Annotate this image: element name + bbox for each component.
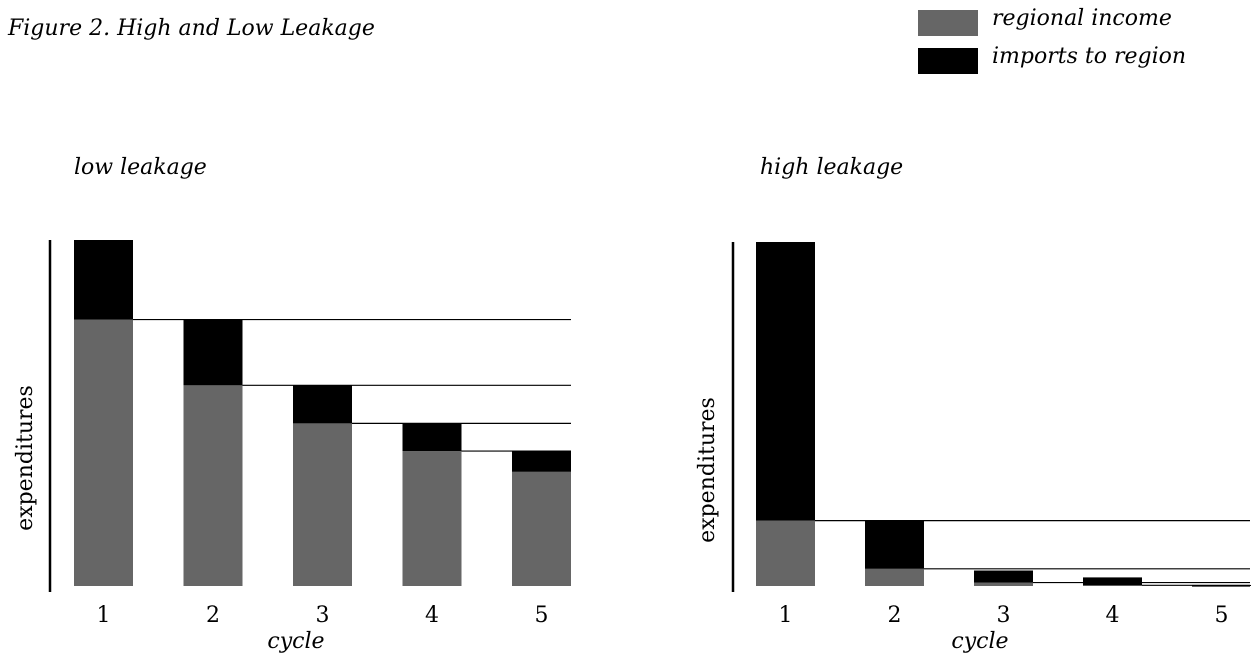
bar-low-1-regional-income (74, 319, 133, 586)
legend-swatch-regional-income (918, 10, 978, 36)
bar-low-5-regional-income (512, 471, 571, 586)
x-tick-low-1: 1 (97, 603, 111, 628)
bar-low-2-imports (183, 319, 243, 386)
y-axis-label-high: expenditures (695, 397, 720, 543)
bar-low-5-imports (512, 451, 571, 472)
bar-low-4-imports (402, 423, 462, 452)
figure-title: Figure 2. High and Low Leakage (8, 16, 375, 41)
bar-high-2-regional-income (865, 568, 924, 586)
x-tick-high-2: 2 (888, 603, 902, 628)
bar-low-4-regional-income (402, 451, 462, 586)
y-axis-label-low: expenditures (13, 385, 38, 531)
x-tick-low-5: 5 (535, 603, 549, 628)
x-tick-high-4: 4 (1106, 603, 1120, 628)
x-axis-label-low: cycle (267, 629, 324, 654)
x-tick-low-4: 4 (425, 603, 439, 628)
x-axis-label-high: cycle (951, 629, 1008, 654)
bar-high-4-regional-income (1083, 585, 1142, 586)
bar-high-3-imports (974, 570, 1033, 583)
chart-title-high: high leakage (760, 155, 903, 180)
bar-high-4-imports (1083, 577, 1142, 586)
bar-high-1-imports (756, 242, 815, 521)
legend-label-imports: imports to region (992, 44, 1187, 69)
bar-high-3-regional-income (974, 582, 1033, 586)
x-tick-high-1: 1 (779, 603, 793, 628)
bar-low-3-regional-income (293, 423, 352, 586)
bar-low-2-regional-income (183, 385, 243, 586)
bar-high-2-imports (865, 520, 924, 569)
x-tick-high-5: 5 (1215, 603, 1229, 628)
chart-title-low: low leakage (74, 155, 207, 180)
bar-high-1-regional-income (756, 520, 815, 586)
legend-label-regional-income: regional income (992, 6, 1172, 31)
x-tick-high-3: 3 (997, 603, 1011, 628)
bar-low-1-imports (74, 240, 133, 320)
x-tick-low-3: 3 (316, 603, 330, 628)
bar-low-3-imports (293, 385, 352, 424)
x-tick-low-2: 2 (206, 603, 220, 628)
legend-swatch-imports (918, 48, 978, 74)
